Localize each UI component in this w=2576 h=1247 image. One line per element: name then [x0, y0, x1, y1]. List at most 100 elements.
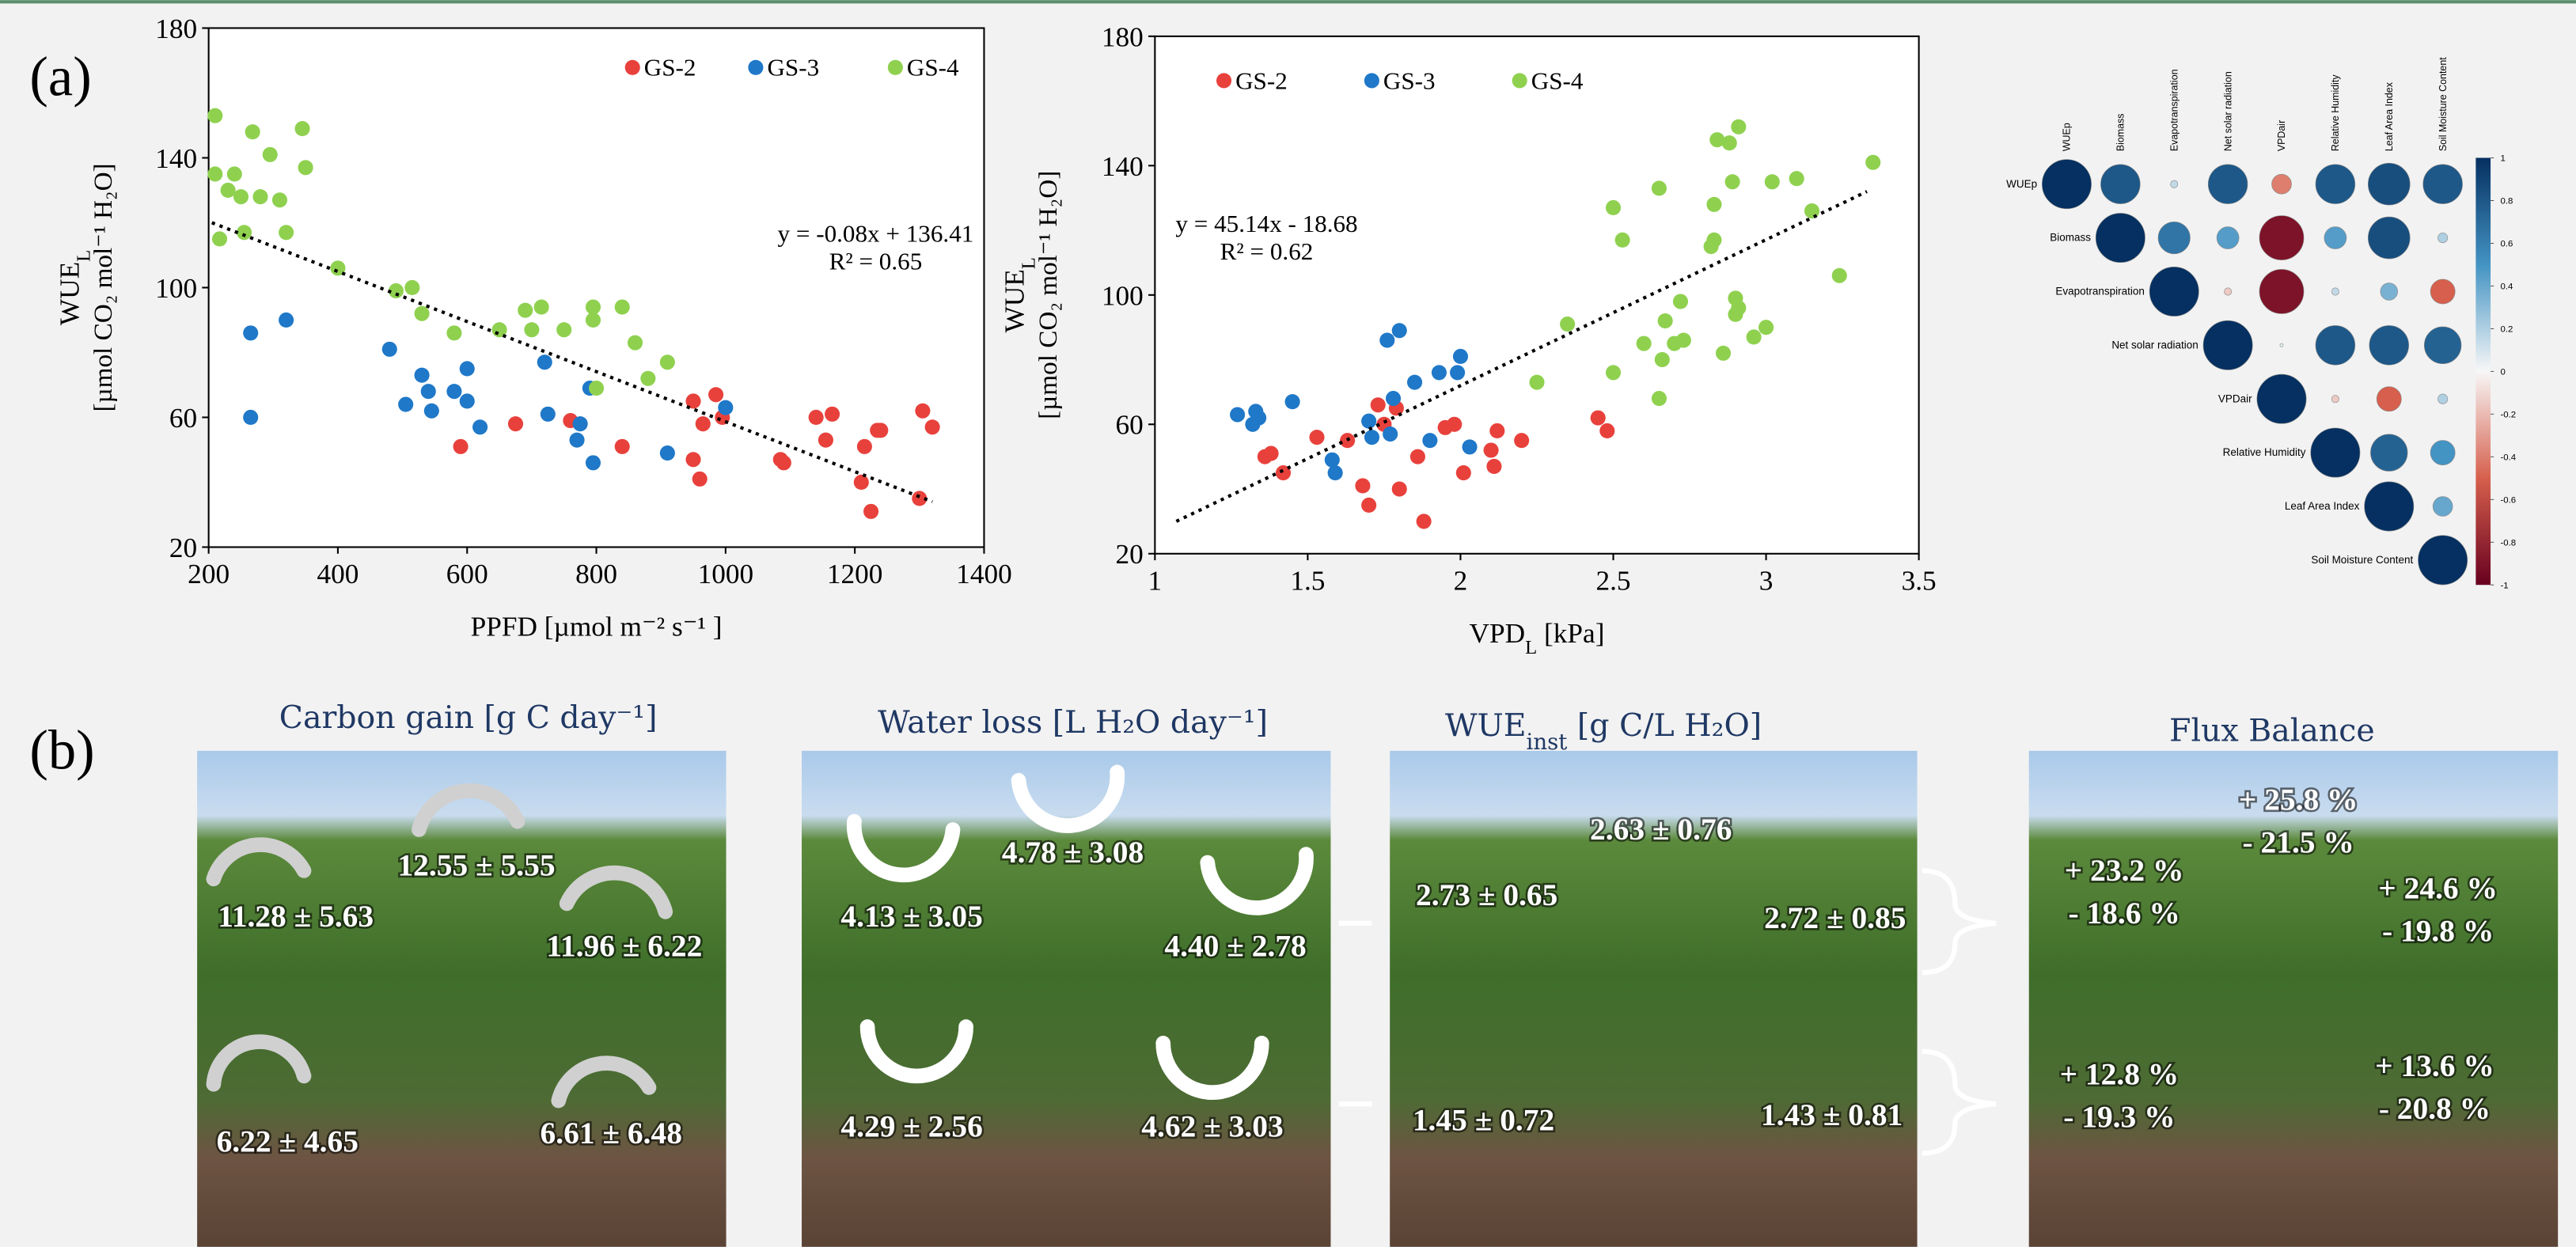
point — [294, 121, 309, 136]
point — [1615, 233, 1630, 248]
correlation-cell — [2369, 325, 2409, 365]
photo-label: 4.62 ± 3.03 — [1141, 1109, 1283, 1144]
point — [1673, 294, 1688, 309]
point — [1832, 268, 1847, 283]
point — [1804, 203, 1819, 218]
point — [586, 300, 601, 315]
y-axis-label: [µmol CO₂ mol⁻¹ H₂O] — [89, 163, 118, 411]
column-label: Net solar radiation — [2222, 71, 2233, 151]
correlation-cell — [2430, 279, 2455, 304]
point — [1560, 316, 1575, 332]
colorbar-tick-label: -1 — [2501, 581, 2509, 590]
x-tick-label: 1 — [1148, 565, 1163, 596]
point — [1706, 233, 1721, 248]
point — [1514, 433, 1529, 448]
x-tick-label: 1400 — [956, 559, 1012, 589]
point — [460, 393, 475, 408]
correlation-cell — [2259, 269, 2304, 313]
point — [415, 306, 430, 321]
point — [1606, 365, 1621, 380]
point — [508, 416, 523, 431]
correlation-cell — [2259, 216, 2304, 260]
y-tick-label: 60 — [169, 403, 197, 434]
row-label: Evapotranspiration — [2055, 286, 2144, 298]
panel-title: Carbon gain [g C day⁻¹] — [279, 699, 658, 736]
point — [1652, 180, 1667, 195]
point — [421, 384, 436, 399]
correlation-cell — [2423, 165, 2463, 204]
colorbar-tick-label: 0.8 — [2501, 197, 2513, 207]
photo-label: 4.40 ± 2.78 — [1164, 928, 1306, 963]
point — [207, 166, 222, 181]
correlation-cell — [2316, 165, 2355, 204]
plot-area — [1155, 36, 1918, 554]
correlation-cell — [2331, 288, 2339, 295]
point — [237, 225, 252, 240]
correlation-cell — [2149, 267, 2199, 316]
x-axis-label-main: PPFD [µmol m⁻² s⁻¹ ] — [471, 612, 723, 642]
point — [279, 313, 294, 328]
point — [1731, 301, 1746, 316]
legend-marker — [625, 60, 640, 75]
point — [279, 225, 294, 240]
y-tick-label: 140 — [155, 143, 197, 174]
correlation-cell — [2438, 394, 2447, 404]
colorbar-tick-label: -0.2 — [2501, 410, 2517, 419]
correlation-cell — [2203, 320, 2252, 370]
point — [263, 147, 278, 162]
correlation-cell — [2324, 227, 2346, 249]
photo-label: 1.45 ± 0.72 — [1413, 1102, 1554, 1137]
correlation-cell — [2171, 180, 2178, 188]
point — [207, 108, 222, 123]
point — [1361, 414, 1376, 429]
point — [1484, 442, 1499, 457]
equation: y = 45.14x - 18.68 — [1175, 210, 1357, 237]
row-label: Biomass — [2050, 232, 2091, 244]
point — [252, 189, 267, 204]
column-label: Leaf Area Index — [2384, 81, 2395, 151]
legend-label: GS-3 — [767, 54, 819, 81]
point — [615, 439, 630, 454]
point — [1716, 346, 1731, 361]
point — [685, 452, 700, 467]
point — [446, 325, 461, 340]
y-axis-label-line2: [µmol CO₂ mol⁻¹ H₂O] — [1034, 171, 1063, 419]
point — [1456, 465, 1471, 480]
photo-label: 6.22 ± 4.65 — [217, 1124, 359, 1158]
panel-label: (b) — [29, 720, 94, 782]
y-tick-label: 100 — [1102, 280, 1144, 311]
point — [233, 189, 248, 204]
column-label: Soil Moisture Content — [2438, 57, 2449, 151]
point — [589, 381, 604, 396]
point — [1450, 365, 1465, 380]
point — [1722, 135, 1737, 150]
point — [1758, 320, 1774, 335]
y-axis-label: [µmol CO₂ mol⁻¹ H₂O] — [1034, 171, 1063, 419]
point — [696, 416, 711, 431]
equation: y = -0.08x + 136.41 — [778, 219, 974, 247]
y-tick-label: 20 — [169, 533, 197, 563]
point — [873, 423, 888, 438]
correlation-cell — [2311, 428, 2360, 477]
point — [660, 354, 675, 370]
x-tick-label: 2.5 — [1595, 565, 1630, 596]
point — [518, 303, 533, 318]
legend-label: GS-4 — [1531, 66, 1584, 94]
point — [586, 313, 601, 328]
column-label: VPDair — [2276, 120, 2287, 151]
photo-label: 4.13 ± 3.05 — [840, 899, 982, 934]
point — [573, 416, 588, 431]
point — [640, 371, 655, 386]
x-tick-label: 800 — [575, 559, 617, 589]
panel-title-main: Carbon gain [g C day⁻¹] — [279, 699, 658, 736]
point — [404, 280, 419, 295]
correlation-cell — [2224, 288, 2231, 295]
correlation-cell — [2381, 283, 2398, 301]
x-tick-label: 1200 — [827, 559, 883, 589]
panel-label: (a) — [29, 47, 91, 108]
point — [1371, 397, 1386, 412]
point — [460, 361, 475, 376]
point — [453, 439, 469, 454]
point — [925, 419, 940, 434]
colorbar-tick-label: 1 — [2501, 154, 2506, 164]
